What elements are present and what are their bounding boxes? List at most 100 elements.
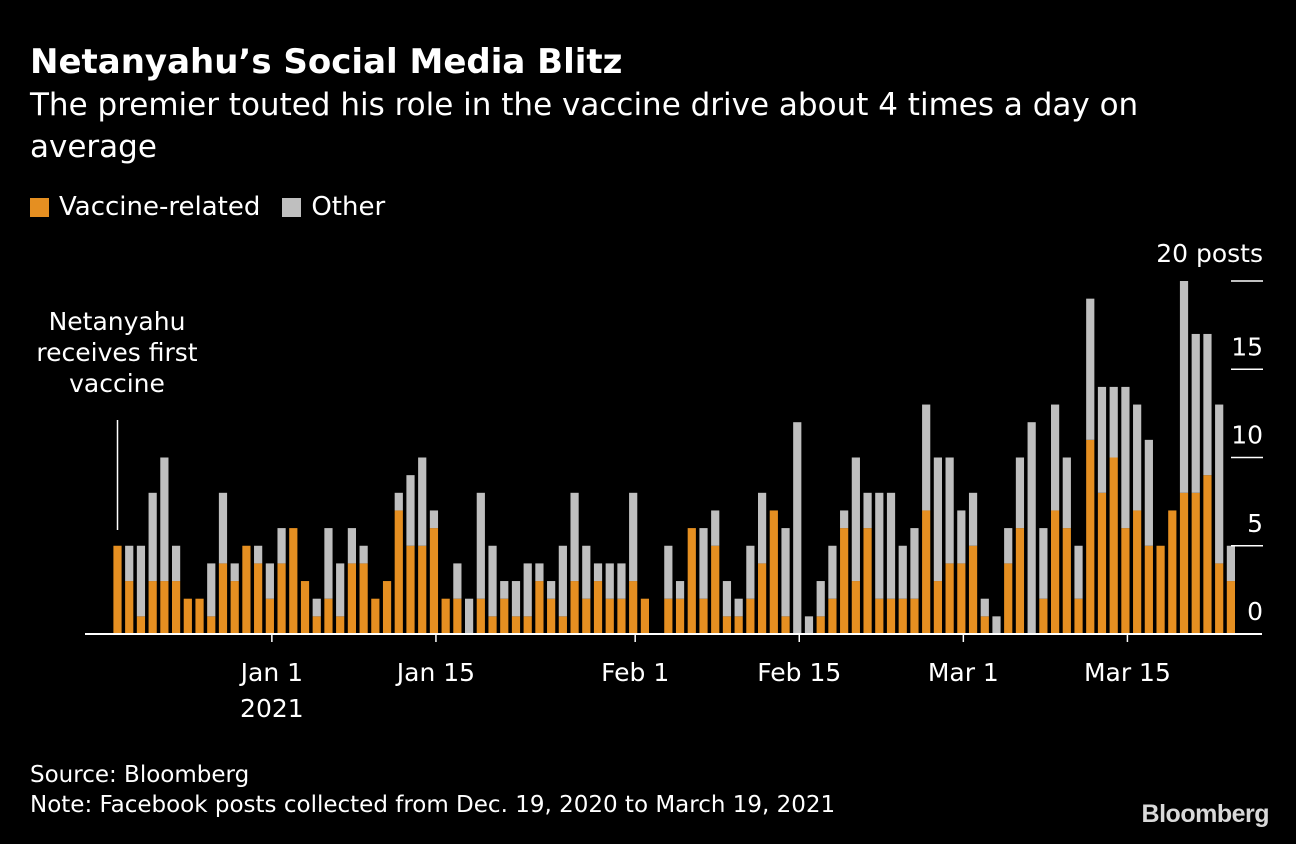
bar-other-8 [207,563,216,617]
bar-vaccine-17 [312,616,321,634]
bar-other-95 [1226,545,1235,582]
bar-vaccine-42 [605,598,614,634]
bar-other-10 [230,563,239,582]
bar-vaccine-91 [1179,492,1189,634]
bar-vaccine-80 [1051,510,1060,634]
bar-other-3 [148,492,157,582]
bar-vaccine-23 [382,581,392,634]
bar-other-62 [840,510,849,529]
bar-other-72 [957,510,966,564]
bar-other-69 [922,404,931,511]
legend-swatch-vaccine [30,197,49,217]
bar-other-29 [453,563,462,599]
bar-other-48 [675,581,685,599]
bar-vaccine-47 [664,598,673,634]
bar-other-86 [1121,386,1130,529]
bar-other-79 [1039,528,1048,599]
bar-vaccine-84 [1097,492,1107,634]
bar-vaccine-70 [933,581,942,634]
bar-other-42 [605,563,614,599]
bar-other-55 [758,492,767,564]
bar-other-43 [617,563,626,599]
bar-vaccine-25 [406,545,415,634]
legend-item-other: Other [282,192,385,222]
bar-other-76 [1004,528,1013,564]
bar-vaccine-72 [957,563,966,634]
bar-vaccine-48 [675,598,685,634]
bar-other-52 [722,581,732,617]
bar-other-35 [523,563,532,617]
bar-vaccine-18 [324,598,333,634]
bar-vaccine-8 [207,616,216,634]
bar-vaccine-87 [1133,510,1142,634]
bar-vaccine-38 [558,616,567,634]
bar-vaccine-64 [863,528,872,634]
bar-vaccine-7 [195,598,204,634]
bar-vaccine-22 [371,598,380,634]
bar-vaccine-82 [1074,598,1083,634]
bar-vaccine-77 [1015,528,1025,634]
bar-other-82 [1074,545,1083,599]
x-tick-label: Feb 15 [757,658,841,687]
bar-other-54 [746,545,755,599]
bar-other-5 [172,545,181,582]
bar-other-71 [945,457,954,564]
y-tick-label-15: 15 [1231,332,1263,361]
bar-other-92 [1191,333,1200,493]
bar-vaccine-0 [113,545,122,634]
bar-vaccine-89 [1156,545,1165,634]
bar-vaccine-21 [359,563,368,634]
x-tick-label: Mar 1 [928,658,999,687]
bar-other-20 [347,528,356,564]
bar-other-24 [394,492,403,511]
chart-title: Netanyahu’s Social Media Blitz [30,42,623,82]
bar-vaccine-67 [898,598,907,634]
legend: Vaccine-related Other [30,192,407,222]
bar-vaccine-40 [582,598,591,634]
bar-other-64 [863,492,872,529]
bar-vaccine-2 [136,616,146,634]
bar-vaccine-9 [218,563,228,634]
bar-vaccine-71 [945,563,954,634]
stacked-bar-chart: 0 5 10 15 20 posts Jan 1 2021 Jan 15 Feb 1 Feb 15… [36,239,1263,723]
bar-other-19 [336,563,345,617]
bar-other-33 [500,581,509,599]
bar-other-26 [418,457,427,546]
bar-other-59 [804,616,814,634]
x-tick-sublabel: 2021 [240,694,304,723]
bar-vaccine-26 [418,545,427,634]
bar-vaccine-60 [816,616,825,634]
chart-subtitle: The premier touted his role in the vacci… [30,87,1139,165]
bar-other-63 [851,457,860,582]
bar-vaccine-55 [758,563,767,634]
bar-vaccine-33 [500,598,509,634]
bar-other-18 [324,528,333,599]
bar-other-75 [992,616,1001,634]
source-note: Source: Bloomberg [30,762,250,788]
y-tick-label-5: 5 [1247,509,1263,538]
bar-vaccine-52 [722,616,732,634]
bar-vaccine-54 [746,598,755,634]
bar-vaccine-28 [441,598,450,634]
bar-other-65 [875,492,884,599]
bar-other-39 [570,492,579,582]
bar-other-88 [1144,439,1153,546]
bar-vaccine-61 [828,598,837,634]
bar-vaccine-69 [922,510,931,634]
bar-vaccine-6 [183,598,192,634]
bar-vaccine-13 [265,598,274,634]
annotation-text-line: vaccine [69,369,165,398]
bar-other-85 [1109,386,1118,458]
bar-other-53 [734,598,743,617]
bar-other-73 [968,492,978,546]
bar-vaccine-27 [429,528,439,634]
bar-other-60 [816,581,825,617]
bar-vaccine-92 [1191,492,1200,634]
x-tick-label: Feb 1 [601,658,669,687]
bar-other-84 [1097,386,1107,493]
bar-vaccine-36 [535,581,544,634]
bar-other-44 [629,492,638,582]
bar-vaccine-51 [711,545,720,634]
bar-vaccine-31 [476,598,485,634]
bar-other-38 [558,545,567,617]
